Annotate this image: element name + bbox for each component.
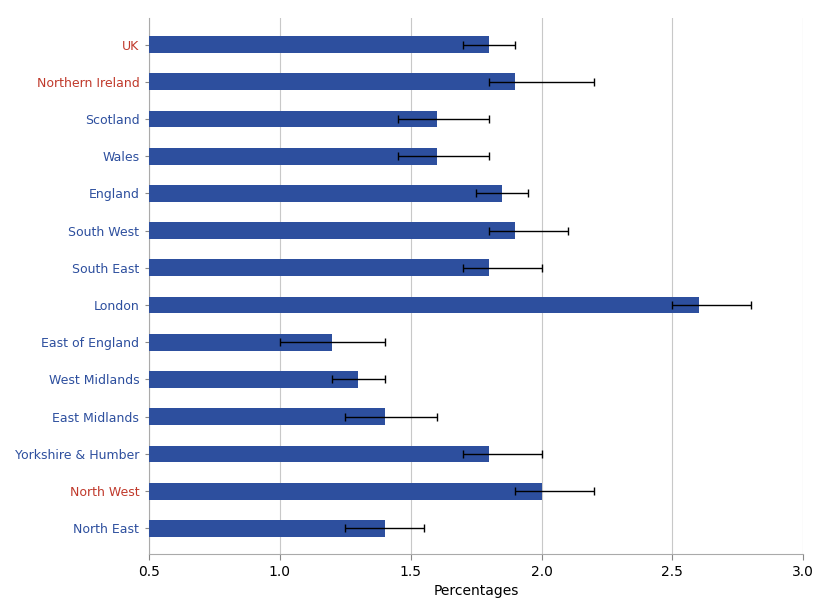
Bar [18, 483, 541, 500]
Bar [18, 371, 358, 388]
Bar [18, 445, 489, 462]
Bar [18, 148, 437, 164]
Bar [18, 222, 514, 239]
Bar [18, 111, 437, 128]
Bar [18, 297, 698, 314]
Bar [18, 73, 514, 90]
Bar [18, 520, 384, 537]
X-axis label: Percentages: Percentages [433, 585, 519, 598]
Bar [18, 259, 489, 276]
Bar [18, 334, 332, 351]
Bar [18, 408, 384, 425]
Bar [18, 36, 489, 53]
Bar [18, 185, 502, 202]
